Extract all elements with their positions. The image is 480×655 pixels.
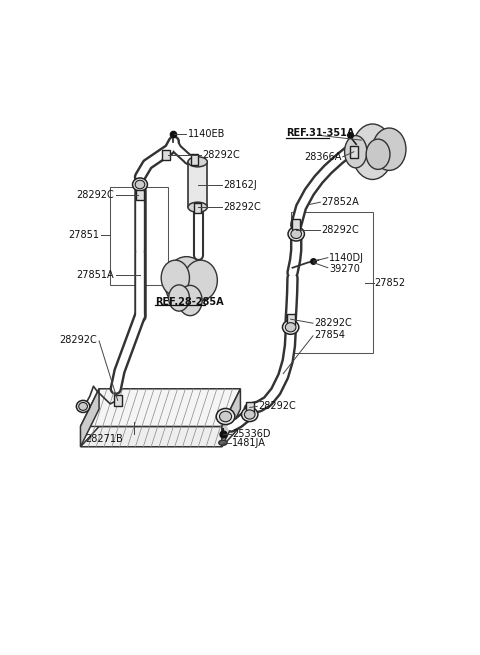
Ellipse shape [79, 402, 87, 411]
Text: 28162J: 28162J [223, 179, 257, 189]
Text: 28292C: 28292C [203, 150, 240, 160]
Text: REF.31-351A: REF.31-351A [286, 128, 355, 138]
Bar [350, 146, 358, 159]
Text: 25336D: 25336D [232, 429, 271, 439]
Text: 27851A: 27851A [77, 271, 114, 280]
Ellipse shape [285, 323, 296, 332]
Ellipse shape [216, 409, 235, 424]
Ellipse shape [345, 136, 367, 168]
Text: 27852: 27852 [375, 278, 406, 288]
Ellipse shape [282, 320, 299, 334]
Bar [292, 219, 300, 231]
Text: 27851: 27851 [69, 230, 99, 240]
Ellipse shape [219, 440, 227, 445]
Bar [136, 189, 144, 200]
Ellipse shape [352, 124, 393, 179]
Polygon shape [81, 389, 99, 447]
Text: 28292C: 28292C [322, 225, 359, 235]
Ellipse shape [135, 180, 145, 189]
Bar [114, 395, 122, 406]
Ellipse shape [241, 407, 258, 422]
Text: 28292C: 28292C [258, 402, 296, 411]
Ellipse shape [366, 139, 390, 170]
Ellipse shape [161, 260, 190, 295]
Ellipse shape [184, 260, 217, 301]
Text: 28292C: 28292C [314, 318, 352, 328]
Text: 27854: 27854 [314, 330, 345, 340]
Text: 1481JA: 1481JA [232, 438, 266, 448]
Ellipse shape [244, 410, 255, 419]
Text: 28271B: 28271B [85, 434, 123, 444]
Ellipse shape [178, 286, 202, 316]
Bar [194, 203, 202, 214]
Ellipse shape [219, 411, 231, 422]
Ellipse shape [165, 257, 208, 309]
Bar [110, 187, 168, 286]
Bar [192, 154, 198, 165]
Ellipse shape [76, 400, 90, 413]
Ellipse shape [372, 128, 406, 170]
Ellipse shape [132, 178, 147, 191]
Text: 27852A: 27852A [322, 197, 359, 207]
Text: 1140DJ: 1140DJ [329, 253, 364, 263]
Text: 28366A: 28366A [304, 152, 341, 162]
Ellipse shape [168, 285, 190, 311]
Text: 1140EB: 1140EB [188, 128, 225, 139]
FancyBboxPatch shape [188, 162, 207, 207]
Text: 28292C: 28292C [223, 202, 261, 212]
Text: 39270: 39270 [329, 264, 360, 274]
Text: 28292C: 28292C [60, 335, 97, 345]
Ellipse shape [188, 202, 207, 212]
Polygon shape [81, 389, 240, 426]
Ellipse shape [288, 227, 304, 241]
Bar [291, 212, 373, 354]
Polygon shape [81, 426, 240, 447]
Text: 28292C: 28292C [77, 189, 114, 200]
Bar [162, 150, 170, 160]
Text: REF.28-285A: REF.28-285A [155, 297, 224, 307]
Bar [287, 314, 295, 325]
Polygon shape [222, 389, 240, 447]
Ellipse shape [188, 157, 207, 167]
Ellipse shape [291, 229, 301, 238]
Bar [246, 402, 254, 413]
